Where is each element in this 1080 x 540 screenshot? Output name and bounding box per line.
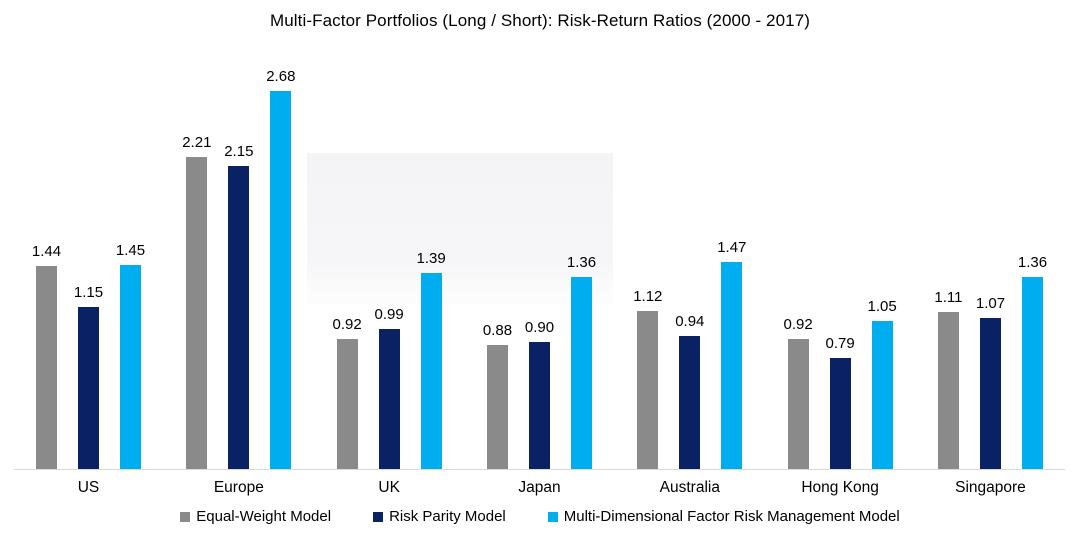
bar-europe-series-1 xyxy=(228,166,250,469)
legend-label-0: Equal-Weight Model xyxy=(196,508,332,525)
value-label-australia-series-1: 0.94 xyxy=(675,313,705,330)
x-axis-label-uk: UK xyxy=(378,479,400,496)
bar-europe-series-2 xyxy=(270,91,292,469)
value-label-europe-series-0: 2.21 xyxy=(182,134,212,151)
value-label-us-series-2: 1.45 xyxy=(115,242,146,259)
value-label-us-series-1: 1.15 xyxy=(73,284,104,301)
value-label-australia-series-0: 1.12 xyxy=(633,288,663,305)
bar-hong-kong-series-1 xyxy=(829,358,851,469)
legend-item-1: Risk Parity Model xyxy=(373,508,506,525)
value-label-hong-kong-series-1: 0.79 xyxy=(825,335,855,352)
legend: Equal-Weight Model Risk Parity Model Multi… xyxy=(0,508,1080,525)
bar-australia-series-2 xyxy=(721,262,743,469)
value-label-japan-series-0: 0.88 xyxy=(482,322,513,339)
value-label-singapore-series-0: 1.11 xyxy=(934,289,963,306)
bar-singapore-series-0 xyxy=(937,312,959,469)
value-label-singapore-series-2: 1.36 xyxy=(1017,254,1048,271)
background-highlight-region xyxy=(307,153,613,304)
bar-us-series-0 xyxy=(36,266,57,469)
bar-us-series-1 xyxy=(78,307,99,469)
value-label-us-series-0: 1.44 xyxy=(31,243,62,260)
value-label-uk-series-2: 1.39 xyxy=(416,250,446,267)
value-label-uk-series-1: 0.99 xyxy=(374,306,404,323)
value-label-europe-series-2: 2.68 xyxy=(266,68,296,85)
legend-swatch-0 xyxy=(180,511,191,522)
bar-hong-kong-series-0 xyxy=(787,339,809,469)
legend-swatch-2 xyxy=(547,511,558,522)
bar-uk-series-2 xyxy=(420,273,442,469)
x-axis-label-australia: Australia xyxy=(659,479,720,496)
bar-japan-series-2 xyxy=(570,277,592,469)
value-label-hong-kong-series-0: 0.92 xyxy=(783,316,813,333)
legend-label-1: Risk Parity Model xyxy=(389,508,506,525)
x-axis-label-us: US xyxy=(77,479,100,496)
bar-japan-series-0 xyxy=(486,345,508,469)
value-label-uk-series-0: 0.92 xyxy=(332,316,362,333)
x-axis-label-singapore: Singapore xyxy=(955,479,1026,496)
bar-japan-series-1 xyxy=(528,342,550,469)
x-axis-label-hong-kong: Hong Kong xyxy=(801,479,879,496)
legend-swatch-1 xyxy=(373,511,384,522)
bar-australia-series-0 xyxy=(637,311,659,469)
value-label-japan-series-2: 1.36 xyxy=(566,254,597,271)
x-axis-line xyxy=(14,469,1065,470)
x-axis-label-japan: Japan xyxy=(518,479,561,496)
legend-item-2: Multi-Dimensional Factor Risk Management… xyxy=(547,508,900,525)
value-label-singapore-series-1: 1.07 xyxy=(975,295,1006,312)
legend-label-2: Multi-Dimensional Factor Risk Management… xyxy=(563,508,900,525)
bar-uk-series-0 xyxy=(336,339,358,469)
bar-uk-series-1 xyxy=(378,329,400,469)
bar-us-series-2 xyxy=(120,265,141,469)
value-label-hong-kong-series-2: 1.05 xyxy=(867,298,897,315)
bar-europe-series-0 xyxy=(186,157,208,469)
legend-item-0: Equal-Weight Model xyxy=(180,508,331,525)
bar-singapore-series-1 xyxy=(979,318,1001,469)
bar-singapore-series-2 xyxy=(1021,277,1043,469)
chart-title: Multi-Factor Portfolios (Long / Short): … xyxy=(269,11,811,30)
value-label-japan-series-1: 0.90 xyxy=(524,319,555,336)
value-label-australia-series-2: 1.47 xyxy=(717,239,747,256)
bar-australia-series-1 xyxy=(679,336,701,469)
bar-hong-kong-series-2 xyxy=(871,321,893,469)
value-label-europe-series-1: 2.15 xyxy=(224,143,254,160)
x-axis-label-europe: Europe xyxy=(213,479,264,496)
